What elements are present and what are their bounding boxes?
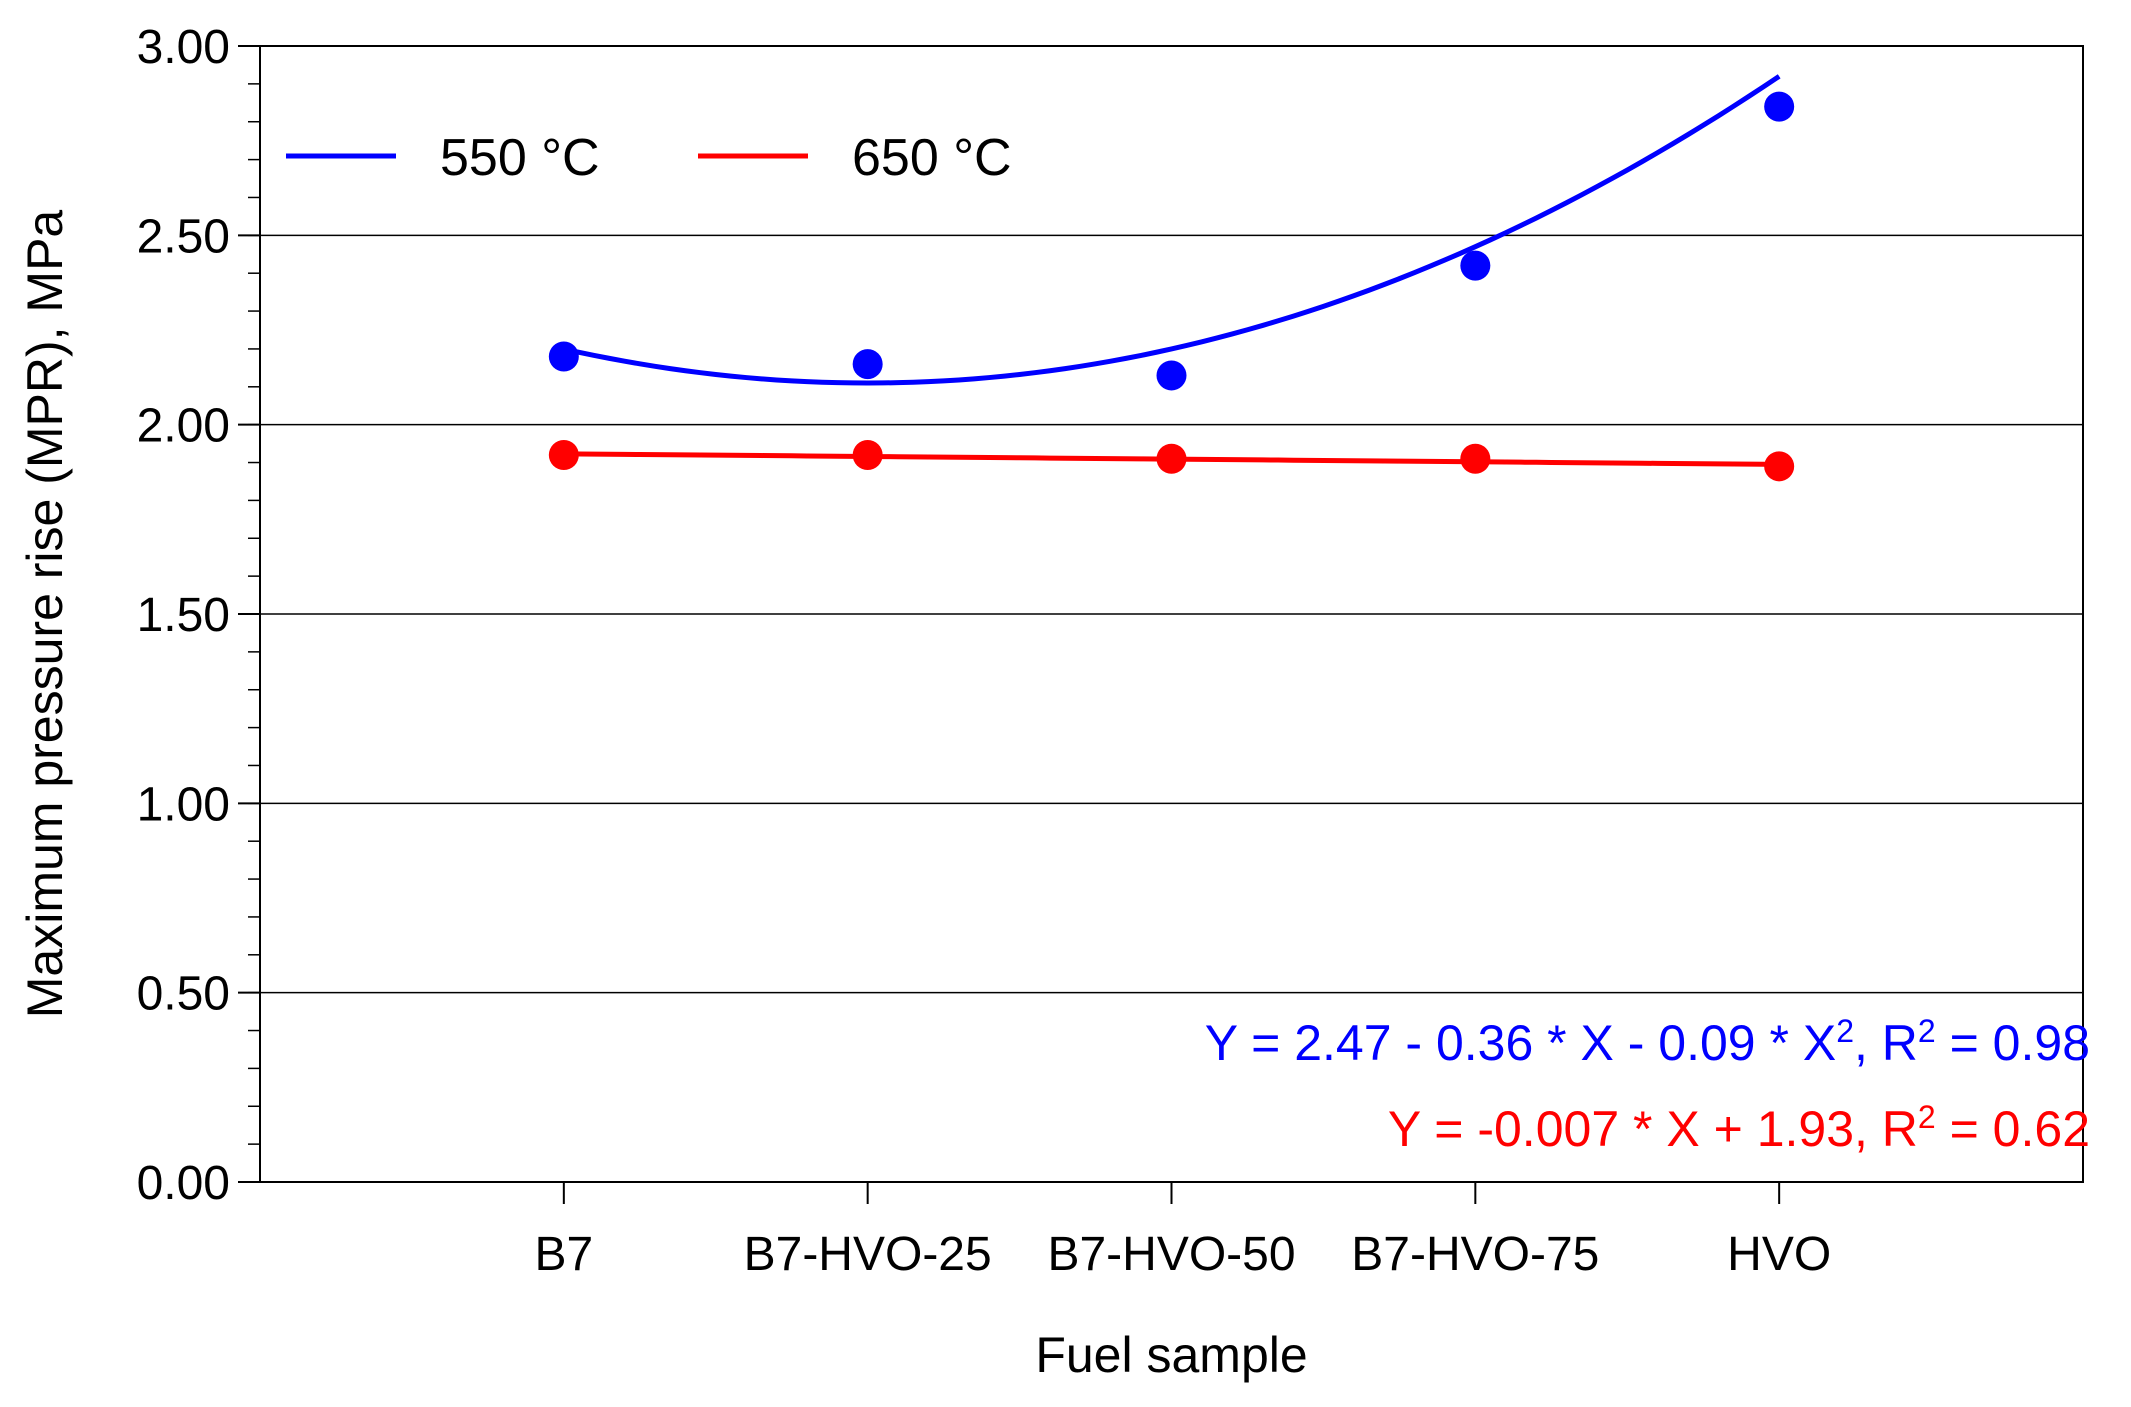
legend: 550 °C 650 °C: [286, 129, 1012, 187]
equation-650: Y = -0.007 * X + 1.93, R2 = 0.62: [1388, 1099, 2090, 1157]
legend-label-650: 650 °C: [852, 129, 1012, 187]
y-tick-label: 2.50: [137, 210, 230, 263]
data-point-series-1: [1764, 451, 1795, 482]
y-tick-label: 2.00: [137, 400, 230, 453]
x-tick-label: B7-HVO-25: [744, 1228, 992, 1281]
data-point-series-1: [548, 439, 579, 470]
data-point-series-0: [1156, 360, 1187, 391]
data-point-series-1: [1460, 443, 1491, 474]
data-point-series-0: [1460, 250, 1491, 281]
gridlines: [260, 234, 2083, 994]
data-point-series-0: [1764, 91, 1795, 122]
equation-550-prefix: Y = 2.47 - 0.36 * X - 0.09 * X: [1205, 1015, 1836, 1071]
y-axis-title: Maximum pressure rise (MPR), MPa: [17, 210, 73, 1019]
equation-650-sup1: 2: [1918, 1099, 1936, 1135]
y-tick-label: 0.50: [137, 968, 230, 1021]
y-tick-label: 1.50: [137, 589, 230, 642]
x-tick-label: HVO: [1727, 1228, 1831, 1281]
legend-label-550: 550 °C: [440, 129, 600, 187]
equation-550-sup1: 2: [1836, 1013, 1854, 1049]
y-tick-label: 0.00: [137, 1157, 230, 1210]
equation-550: Y = 2.47 - 0.36 * X - 0.09 * X2, R2 = 0.…: [1205, 1013, 2090, 1071]
y-tick-label: 3.00: [137, 21, 230, 74]
data-point-series-0: [548, 341, 579, 372]
equation-550-suffix: = 0.98: [1936, 1015, 2090, 1071]
x-axis-title: Fuel sample: [1035, 1327, 1307, 1383]
equation-550-sup2: 2: [1918, 1013, 1936, 1049]
x-tick-label: B7-HVO-50: [1047, 1228, 1295, 1281]
x-tick-label: B7-HVO-75: [1351, 1228, 1599, 1281]
y-tick-label: 1.00: [137, 778, 230, 831]
equation-550-mid: , R: [1854, 1015, 1918, 1071]
equation-650-suffix: = 0.62: [1936, 1101, 2090, 1157]
data-point-series-0: [852, 349, 883, 380]
fit-line-series-0: [563, 74, 1781, 386]
series: [548, 74, 1795, 482]
axes: 0.00 0.50 1.00 1.50 2.00 2.50 3.00 B7 B7-HVO-25 B…: [137, 21, 1832, 1281]
x-tick-label: B7: [534, 1228, 593, 1281]
data-point-series-1: [1156, 443, 1187, 474]
equation-650-prefix: Y = -0.007 * X + 1.93, R: [1388, 1101, 1918, 1157]
data-point-series-1: [852, 439, 883, 470]
